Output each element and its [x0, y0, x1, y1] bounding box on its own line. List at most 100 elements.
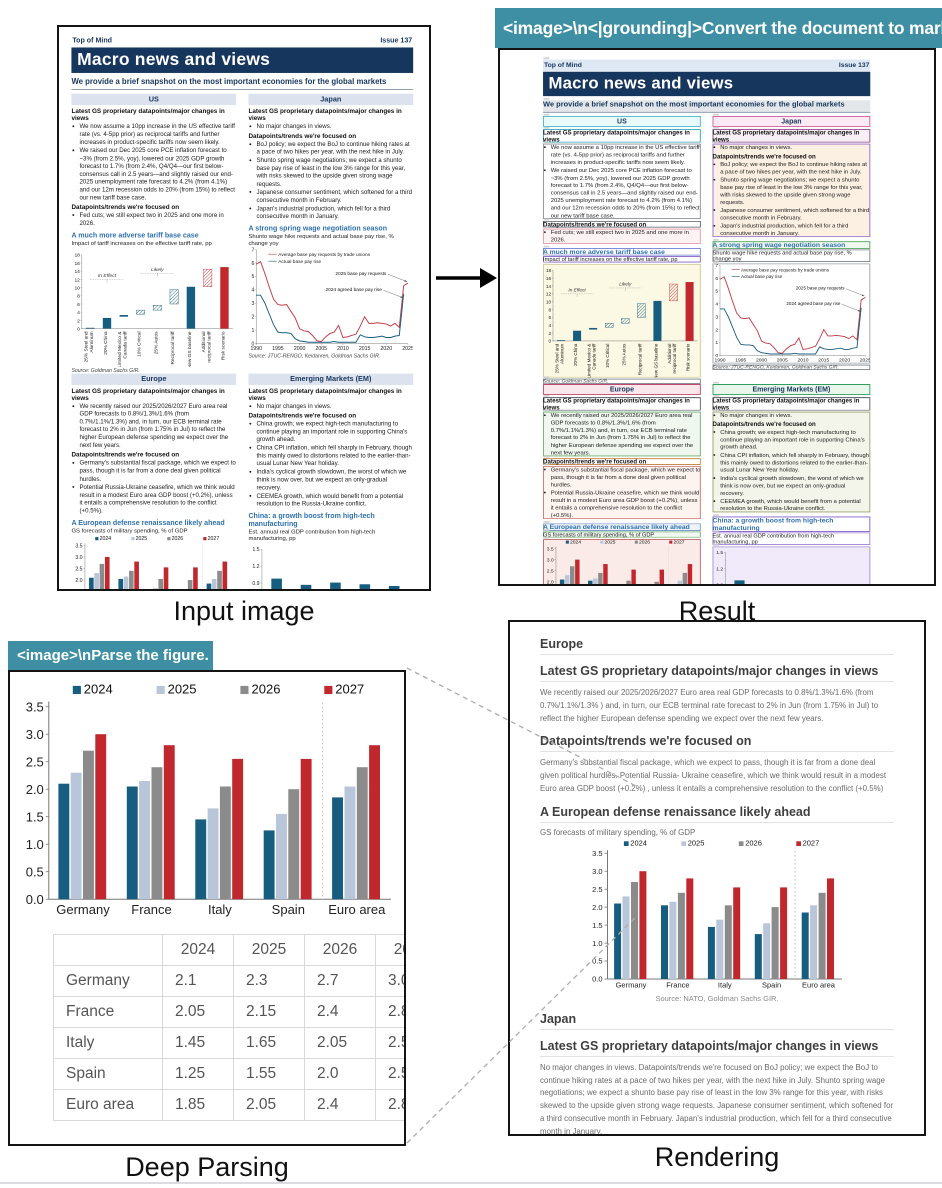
- section-title-japan: Japan: [248, 93, 414, 106]
- bullet-item: Potential Russia-Ukraine ceasefire, whic…: [79, 483, 236, 514]
- parse-prompt: <image>\nParse the figure.: [8, 641, 213, 670]
- table-cell: 2.05: [162, 996, 234, 1028]
- svg-text:10% Critical: 10% Critical: [605, 343, 610, 367]
- bullet-list: We recently raised our 2025/2026/2027 Eu…: [71, 402, 236, 449]
- svg-text:Canada tariff: Canada tariff: [592, 343, 597, 370]
- svg-text:18: 18: [74, 252, 80, 258]
- svg-text:2025 base pay requests: 2025 base pay requests: [335, 271, 386, 277]
- svg-text:0.5: 0.5: [592, 956, 602, 965]
- chart-title: A European defense renaissance likely ah…: [71, 518, 225, 527]
- svg-text:2.5: 2.5: [75, 566, 82, 572]
- doc-title-bar: Macro news and views: [543, 71, 871, 97]
- table-cell: Italy: [53, 1027, 163, 1059]
- bullet-list: Germany's substantial fiscal package, wh…: [71, 459, 236, 514]
- svg-text:1.5: 1.5: [252, 547, 259, 553]
- bullet-item: BoJ policy; we expect the BoJ to continu…: [256, 140, 413, 156]
- heading-latest-gs: Latest GS proprietary datapoints/major c…: [71, 107, 225, 122]
- table-cell: 2.55: [375, 1027, 404, 1059]
- table-cell: Germany: [53, 965, 163, 997]
- table-cell: 2.7: [304, 965, 376, 997]
- svg-text:2025: 2025: [168, 682, 197, 696]
- japan-text-block: No major changes in views. Datapoints/tr…: [248, 123, 413, 221]
- svg-text:2010: 2010: [337, 346, 349, 352]
- doc-grid: US Latest GS proprietary datapoints/majo…: [71, 93, 414, 591]
- table-cell: 3.0: [375, 965, 404, 997]
- bullet-item: Japanese consumer sentiment, which softe…: [256, 188, 413, 204]
- svg-text:New GS baseline: New GS baseline: [187, 331, 193, 367]
- table-cell: 2.05: [233, 1089, 305, 1121]
- svg-text:25% Autos: 25% Autos: [621, 343, 626, 366]
- doc-subtitle: We provide a brief snapshot on the most …: [71, 77, 414, 90]
- render-heading-datapoints: Datapoints/trends we're focused on: [540, 734, 752, 749]
- svg-text:2020: 2020: [839, 357, 850, 363]
- svg-text:1.5: 1.5: [716, 550, 723, 556]
- table-cell: 1.65: [233, 1027, 305, 1059]
- section-japan: Japan Latest GS proprietary datapoints/m…: [248, 93, 414, 374]
- bullet-item: We raised our Dec 2025 core PCE inflatio…: [79, 147, 236, 202]
- bullet-list: No major changes in views.: [248, 402, 413, 410]
- svg-text:4: 4: [77, 310, 80, 316]
- bullet-item: Potential Russia-Ukraine ceasefire, whic…: [551, 489, 701, 519]
- svg-text:Aluminum: Aluminum: [89, 331, 95, 352]
- rendering-panel: Europe Latest GS proprietary datapoints/…: [508, 620, 926, 1136]
- table-header-cell: 2026: [304, 934, 376, 966]
- svg-text:2027: 2027: [673, 539, 684, 545]
- render-paragraph: No major changes in views. Datapoints/tr…: [540, 1062, 894, 1136]
- svg-text:5: 5: [715, 289, 718, 295]
- svg-text:12: 12: [74, 277, 80, 283]
- svg-text:2027: 2027: [803, 839, 820, 848]
- section-em: Emerging Markets (EM) Latest GS propriet…: [712, 381, 871, 584]
- chart-source: Source: JTUC-RENGO, Keidanren, Goldman S…: [713, 362, 871, 370]
- svg-text:1.5: 1.5: [75, 589, 82, 591]
- table-cell: 1.45: [162, 1027, 234, 1059]
- svg-text:2: 2: [77, 318, 80, 324]
- heading-latest-gs: Latest GS proprietary datapoints/major c…: [713, 394, 871, 410]
- chart-title: China: a growth boost from high-tech man…: [713, 514, 871, 532]
- svg-text:0: 0: [77, 326, 80, 332]
- bullet-list: China growth; we expect high-tech manufa…: [248, 420, 413, 508]
- svg-text:2.0: 2.0: [547, 579, 554, 585]
- chart-subtitle: Impact of tariff increases on the effect…: [543, 253, 701, 262]
- input-image-panel: Top of Mind Issue 137 Macro news and vie…: [57, 25, 431, 591]
- svg-text:In Effect: In Effect: [98, 273, 117, 279]
- table-cell: 2.15: [233, 996, 305, 1028]
- svg-text:2015: 2015: [359, 346, 371, 352]
- bullet-item: Japan's industrial production, which fel…: [256, 204, 413, 220]
- europe-defense-chart: 0.00.51.01.52.02.53.03.5GermanyFranceIta…: [71, 535, 236, 591]
- section-japan: Japan Latest GS proprietary datapoints/m…: [712, 113, 871, 384]
- bullet-item: We now assume a 10pp increase in the US …: [79, 123, 236, 147]
- render-paragraph: We recently raised our 2025/2026/2027 Eu…: [540, 688, 879, 723]
- chart-subtitle: Est. annual real GDP contribution from h…: [713, 530, 871, 545]
- arrow-right-icon: [434, 258, 498, 303]
- bullet-item: China CPI inflation, which fell sharply …: [720, 451, 870, 474]
- svg-text:0: 0: [715, 353, 718, 359]
- heading-datapoints: Datapoints/trends we're focused on: [712, 420, 816, 428]
- svg-text:0: 0: [251, 341, 254, 347]
- china-hightech-chart: 0.00.30.60.91.21.520252026202720282029: [248, 543, 413, 589]
- bullet-item: Fed cuts; we still expect two in 2025 an…: [551, 229, 701, 244]
- svg-text:Reciprocal tariff: Reciprocal tariff: [637, 343, 642, 375]
- bullet-item: No major changes in views.: [720, 144, 870, 152]
- svg-text:Average base pay requests by t: Average base pay requests by trade union…: [278, 252, 370, 258]
- svg-text:3.5: 3.5: [26, 699, 44, 714]
- svg-text:Canada tariff: Canada tariff: [122, 331, 128, 359]
- heading-datapoints: Datapoints/trends we're focused on: [543, 218, 701, 228]
- us-tariff-chart: 0 2 4 6 8 10 12 14 16 18 25% Steel and Aluminum 20% …: [71, 248, 236, 368]
- svg-text:7: 7: [715, 263, 718, 269]
- chart-source: Source: Goldman Sachs GIR.: [543, 376, 701, 384]
- svg-text:2.5: 2.5: [26, 754, 44, 769]
- svg-text:2024 agreed base pay rise: 2024 agreed base pay rise: [786, 301, 840, 306]
- table-header-cell: [53, 934, 163, 966]
- chart-title: A strong spring wage negotiation season: [248, 224, 388, 233]
- render-heading-europe: Europe: [540, 637, 584, 651]
- bullet-item: India's cyclical growth slowdown, the wo…: [256, 468, 413, 492]
- bullet-item: Japanese consumer sentiment, which softe…: [720, 207, 870, 222]
- render-europe-chart: 0.0 0.5 1.0 1.5 2.0 2.5 3.0 3.5 Germany France Ita…: [588, 838, 894, 991]
- bullet-list: We now assume a 10pp increase in the US …: [71, 123, 236, 202]
- heading-latest-gs: Latest GS proprietary datapoints/major c…: [71, 387, 225, 402]
- bullet-item: CEEMEA growth, which would benefit from …: [720, 497, 870, 512]
- svg-text:0.9: 0.9: [252, 581, 259, 587]
- table-cell: 1.55: [233, 1058, 305, 1090]
- svg-text:Risk scenario: Risk scenario: [686, 343, 691, 371]
